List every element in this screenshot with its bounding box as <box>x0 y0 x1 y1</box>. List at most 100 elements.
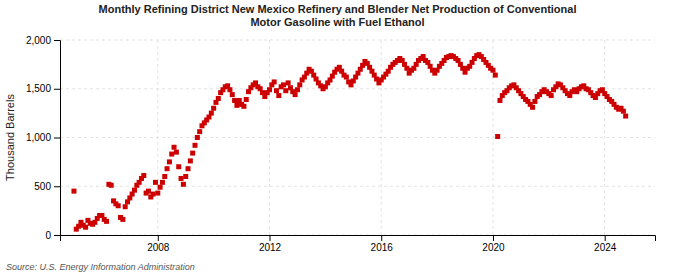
x-tick-label: 2012 <box>259 242 282 253</box>
point <box>227 87 232 92</box>
point <box>283 88 288 93</box>
point <box>344 75 349 80</box>
grid <box>60 40 655 235</box>
point <box>216 96 221 101</box>
point <box>167 159 172 164</box>
point <box>190 151 195 156</box>
point <box>281 82 286 87</box>
point <box>404 66 409 71</box>
point <box>179 176 184 181</box>
point <box>209 111 214 116</box>
point <box>146 189 151 194</box>
title-line: Motor Gasoline with Fuel Ethanol <box>250 16 424 28</box>
x-tick-label: 2008 <box>147 242 170 253</box>
point <box>549 93 554 98</box>
title: Monthly Refining District New Mexico Ref… <box>99 3 577 28</box>
point <box>174 150 179 155</box>
x-grid-line <box>604 40 605 235</box>
point <box>497 98 502 103</box>
y-tick: 0 <box>45 230 60 241</box>
point <box>495 134 500 139</box>
point <box>193 143 198 148</box>
point <box>493 73 498 78</box>
point <box>162 174 167 179</box>
y-axis-title: Thousand Barrels <box>4 94 16 181</box>
x-tick-label: 2020 <box>482 242 505 253</box>
annotation: Source: U.S. Energy Information Administ… <box>6 262 195 272</box>
point <box>490 68 495 73</box>
point <box>132 188 137 193</box>
point <box>116 203 121 208</box>
x-tick-mark <box>493 235 494 241</box>
y-tick-mark <box>54 40 60 41</box>
y-tick-mark <box>54 235 60 236</box>
point <box>123 204 128 209</box>
point <box>234 103 239 108</box>
point <box>153 180 158 185</box>
point <box>186 166 191 171</box>
y-grid-line <box>60 137 655 138</box>
point <box>274 88 279 93</box>
x-tick: 2020 <box>482 235 505 253</box>
x-tick-label: 2016 <box>371 242 394 253</box>
point <box>286 80 291 85</box>
x-tick: 2024 <box>594 235 617 253</box>
title-line: Monthly Refining District New Mexico Ref… <box>99 3 577 15</box>
point <box>151 192 156 197</box>
plot: 2008 2012 2016 2020 2024 0 500 1,000 1,500 2,000 <box>26 35 656 253</box>
x-grid-line <box>381 40 382 235</box>
point <box>195 135 200 140</box>
point <box>297 82 302 87</box>
y-tick-mark <box>54 89 60 90</box>
point <box>230 92 235 97</box>
point <box>71 189 76 194</box>
y-tick: 1,000 <box>26 132 60 143</box>
x-grid-line <box>157 40 158 235</box>
point <box>158 185 163 190</box>
y-tick-label: 0 <box>45 230 51 241</box>
point <box>188 158 193 163</box>
point <box>232 98 237 103</box>
point <box>120 217 125 222</box>
point <box>109 183 114 188</box>
point <box>295 87 300 92</box>
point <box>160 180 165 185</box>
y-grid-line <box>60 186 655 187</box>
y-tick-label: 1,000 <box>26 132 51 143</box>
y-tick-label: 500 <box>34 181 51 192</box>
x-tick-label: 2024 <box>594 242 617 253</box>
y-grid-line <box>60 40 655 41</box>
y-tick: 2,000 <box>26 35 60 46</box>
point <box>155 191 160 196</box>
x-tick: 2012 <box>259 235 282 253</box>
y-axis: 0 500 1,000 1,500 2,000 <box>26 35 61 241</box>
point <box>267 87 272 92</box>
x-tick-mark <box>605 235 606 241</box>
point <box>141 173 146 178</box>
y-tick: 500 <box>34 181 60 192</box>
point <box>272 79 277 84</box>
point <box>211 106 216 111</box>
y-tick-mark <box>54 138 60 139</box>
point <box>183 174 188 179</box>
point <box>165 166 170 171</box>
point <box>276 93 281 98</box>
point <box>172 145 177 150</box>
point <box>104 219 109 224</box>
y-axis-line <box>54 41 61 236</box>
x-grid-line <box>269 40 270 235</box>
point <box>176 164 181 169</box>
point <box>197 129 202 134</box>
y-tick-label: 1,500 <box>26 83 51 94</box>
point <box>623 114 628 119</box>
x-tick-mark <box>381 235 382 241</box>
y-tick-label: 2,000 <box>26 35 51 46</box>
point <box>83 225 88 230</box>
x-tick-mark <box>158 235 159 241</box>
point <box>181 182 186 187</box>
point <box>169 152 174 157</box>
y-tick-mark <box>54 186 60 187</box>
points <box>71 52 628 232</box>
point <box>532 99 537 104</box>
chart: Monthly Refining District New Mexico Ref… <box>0 0 675 275</box>
